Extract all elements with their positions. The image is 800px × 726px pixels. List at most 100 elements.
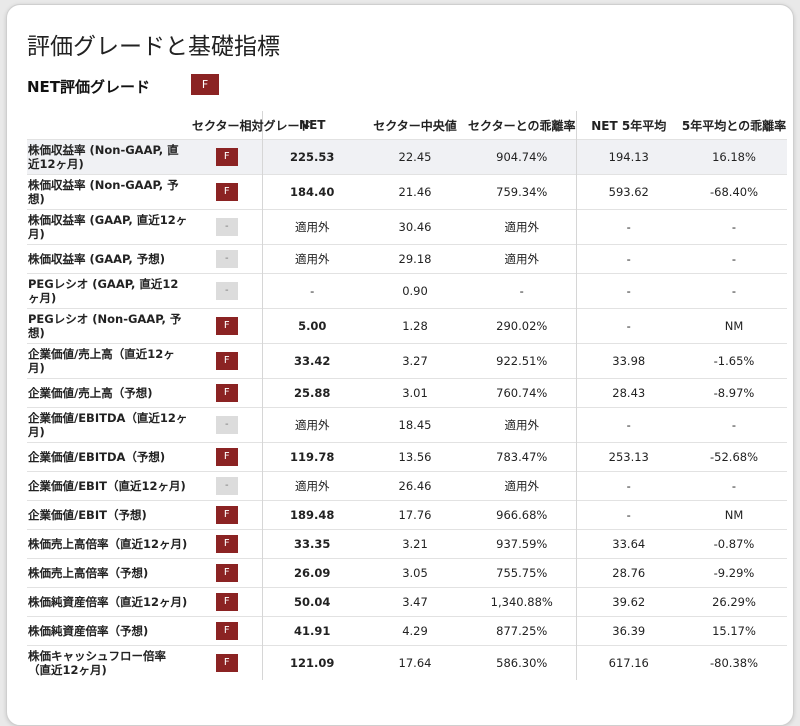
- metric-value: 3.05: [362, 558, 468, 588]
- metric-value: 適用外: [468, 407, 576, 443]
- table-row: PEGレシオ (GAAP, 直近12ヶ月) - -0.90- - -: [27, 273, 787, 309]
- metric-label: 企業価値/EBITDA（予想): [27, 442, 192, 472]
- table-row: 企業価値/売上高（予想) F 25.88 3.01 760.74% 28.43 -8.97%: [27, 378, 787, 408]
- table-row: 株価収益率 (GAAP, 予想) - 適用外 29.18 適用外 - -: [27, 244, 787, 274]
- metric-value: 25.88: [261, 378, 362, 408]
- grade-badge: F: [215, 535, 238, 553]
- metric-value: 22.45: [362, 139, 468, 175]
- metric-value: -68.40%: [681, 174, 787, 210]
- metric-label: 株価売上高倍率（直近12ヶ月): [27, 529, 192, 559]
- table-row: 株価収益率 (Non-GAAP, 予想) F 184.40 21.46 759.34% 5…: [27, 174, 787, 210]
- metric-value: 41.91: [261, 616, 362, 646]
- metric-value: NM: [681, 500, 787, 530]
- grade-cell: F: [192, 343, 262, 379]
- grade-cell: F: [192, 558, 262, 588]
- metric-label: 株価純資産倍率（直近12ヶ月): [27, 587, 192, 617]
- grade-badge: -: [215, 477, 238, 495]
- grade-cell: -: [192, 244, 262, 274]
- table-row: 株価収益率 (Non-GAAP, 直近12ヶ月) F 225.53 22.45 904.…: [27, 139, 787, 175]
- metric-value: 225.53: [261, 139, 362, 175]
- metrics-table: セクター相対グレード NET セクター中央値 セクターとの乖離率 NET 5年平均 5年平…: [27, 111, 787, 680]
- metric-value: 783.47%: [468, 442, 576, 472]
- metric-value: -52.68%: [681, 442, 787, 472]
- metric-label: 企業価値/EBIT（予想): [27, 500, 192, 530]
- grade-cell: -: [192, 471, 262, 501]
- metric-value: 26.46: [362, 471, 468, 501]
- grade-cell: -: [192, 209, 262, 245]
- grade-cell: F: [192, 442, 262, 472]
- metric-label: 株価収益率 (GAAP, 直近12ヶ月): [27, 209, 192, 245]
- metric-value: 17.76: [362, 500, 468, 530]
- metric-value: 16.18%: [681, 139, 787, 175]
- column-header: セクター相対グレード: [192, 118, 312, 133]
- table-row: 企業価値/EBIT（予想) F 189.48 17.76 966.68% - NM: [27, 500, 787, 530]
- metric-value: 759.34%: [468, 174, 576, 210]
- table-row: 株価売上高倍率（予想) F 26.09 3.05 755.75% 28.76 -9.29%: [27, 558, 787, 588]
- metric-value: 50.04: [261, 587, 362, 617]
- metric-value: 922.51%: [468, 343, 576, 379]
- metric-value: 39.62: [575, 587, 681, 617]
- metric-value: -0.87%: [681, 529, 787, 559]
- metric-value: 966.68%: [468, 500, 576, 530]
- metric-value: 33.42: [261, 343, 362, 379]
- metric-value: 30.46: [362, 209, 468, 245]
- grade-cell: F: [192, 645, 262, 680]
- column-header: セクター中央値: [373, 118, 457, 133]
- metric-value: 119.78: [261, 442, 362, 472]
- metric-value: 3.21: [362, 529, 468, 559]
- metric-value: -: [681, 244, 787, 274]
- metric-value: 17.64: [362, 645, 468, 680]
- metric-value: 586.30%: [468, 645, 576, 680]
- metric-label: PEGレシオ (GAAP, 直近12ヶ月): [27, 273, 192, 309]
- metric-value: -: [575, 209, 681, 245]
- card: 評価グレードと基礎指標 NET評価グレード F セクター相対グレード NET セクター…: [6, 4, 794, 726]
- metric-value: 33.64: [575, 529, 681, 559]
- grade-cell: F: [192, 378, 262, 408]
- metric-value: -1.65%: [681, 343, 787, 379]
- metric-value: 適用外: [261, 471, 362, 501]
- metric-value: 26.29%: [681, 587, 787, 617]
- column-header: セクターとの乖離率: [468, 118, 576, 133]
- metric-value: 121.09: [261, 645, 362, 680]
- grade-cell: F: [192, 529, 262, 559]
- table-row: 企業価値/EBITDA（直近12ヶ月) - 適用外 18.45 適用外 - -: [27, 407, 787, 443]
- metric-label: 企業価値/売上高（直近12ヶ月): [27, 343, 192, 379]
- metric-value: 適用外: [261, 407, 362, 443]
- metric-value: 適用外: [468, 471, 576, 501]
- metric-value: 1.28: [362, 308, 468, 344]
- metric-value: 29.18: [362, 244, 468, 274]
- grade-badge: F: [215, 317, 238, 335]
- metric-value: 755.75%: [468, 558, 576, 588]
- metric-value: 760.74%: [468, 378, 576, 408]
- metric-value: 33.35: [261, 529, 362, 559]
- metric-value: -: [681, 471, 787, 501]
- metric-value: -: [575, 244, 681, 274]
- metric-value: 290.02%: [468, 308, 576, 344]
- grade-badge: F: [215, 622, 238, 640]
- table-row: 企業価値/EBITDA（予想) F 119.78 13.56 783.47% 253.13…: [27, 442, 787, 472]
- metric-value: 877.25%: [468, 616, 576, 646]
- metric-value: 253.13: [575, 442, 681, 472]
- grade-badge: F: [215, 352, 238, 370]
- metric-value: 194.13: [575, 139, 681, 175]
- metric-value: -: [681, 407, 787, 443]
- metric-value: 適用外: [468, 244, 576, 274]
- metric-value: 28.76: [575, 558, 681, 588]
- metric-value: -8.97%: [681, 378, 787, 408]
- page-title: 評価グレードと基礎指標: [27, 34, 280, 60]
- grade-badge: F: [215, 448, 238, 466]
- grade-cell: F: [192, 139, 262, 175]
- metric-value: 28.43: [575, 378, 681, 408]
- metric-label: 株価収益率 (Non-GAAP, 直近12ヶ月): [27, 139, 192, 175]
- grade-badge: F: [215, 384, 238, 402]
- metric-value: -: [468, 273, 576, 309]
- metric-value: 適用外: [261, 209, 362, 245]
- grade-cell: F: [192, 500, 262, 530]
- grade-badge: -: [215, 416, 238, 434]
- grade-badge: F: [215, 564, 238, 582]
- metric-value: 13.56: [362, 442, 468, 472]
- grade-badge: F: [191, 74, 219, 95]
- grade-cell: F: [192, 308, 262, 344]
- metric-value: -: [575, 273, 681, 309]
- metric-value: 617.16: [575, 645, 681, 680]
